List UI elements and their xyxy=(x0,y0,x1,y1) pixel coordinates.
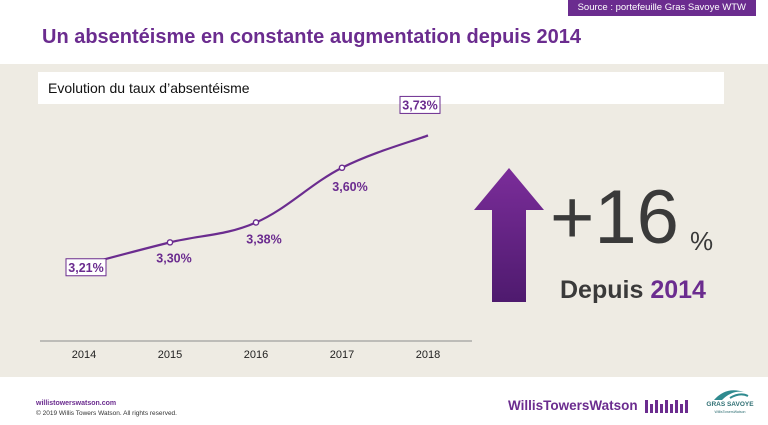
data-label: 3,60% xyxy=(332,180,367,194)
x-tick-label: 2018 xyxy=(416,349,440,361)
since-year: 2014 xyxy=(650,276,706,304)
x-tick-label: 2016 xyxy=(244,349,268,361)
since-label: Depuis 2014 xyxy=(560,276,706,305)
data-point xyxy=(338,164,346,172)
up-arrow-icon xyxy=(474,168,544,302)
data-label: 3,21% xyxy=(68,261,103,275)
increase-unit: % xyxy=(690,226,714,256)
slide-title: Un absentéisme en constante augmentation… xyxy=(42,26,582,48)
data-label-box xyxy=(399,95,441,114)
gras-savoye-logo-text: GRAS SAVOYE xyxy=(706,401,754,408)
wtw-logo-text: WillisTowersWatson xyxy=(508,398,638,413)
gras-savoye-logo-icon xyxy=(714,390,749,400)
x-tick-label: 2017 xyxy=(330,349,354,361)
x-tick-label: 2014 xyxy=(72,349,96,361)
footer-copyright: © 2019 Willis Towers Watson. All rights … xyxy=(36,410,177,417)
source-tag: Source : portefeuille Gras Savoye WTW xyxy=(567,0,756,16)
footer-url[interactable]: willistowerswatson.com xyxy=(36,400,117,407)
since-prefix: Depuis xyxy=(560,276,644,304)
data-label: 3,73% xyxy=(402,98,437,112)
wtw-logo-icon xyxy=(645,400,688,413)
x-tick-label: 2015 xyxy=(158,349,182,361)
data-point xyxy=(166,239,174,246)
chart-subtitle: Evolution du taux d’absentéisme xyxy=(38,72,724,104)
increase-value: +16 xyxy=(550,175,679,260)
gras-savoye-logo-subtext: WillisTowersWatson xyxy=(714,410,746,414)
data-label: 3,30% xyxy=(156,251,191,265)
data-label: 3,38% xyxy=(246,232,281,246)
data-point xyxy=(252,219,260,226)
data-label-box xyxy=(65,258,107,277)
content-background xyxy=(0,64,768,377)
